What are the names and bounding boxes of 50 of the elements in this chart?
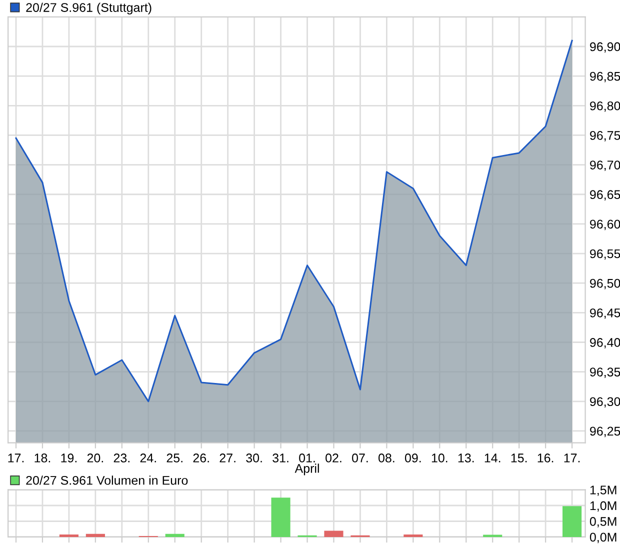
x-tick-label: 16. bbox=[538, 454, 554, 462]
bar bbox=[404, 534, 423, 537]
x-tick-label: 17. bbox=[8, 454, 24, 462]
y-tick-label: 96,90 bbox=[590, 42, 620, 53]
x-tick-label: 17. bbox=[564, 454, 580, 462]
x-tick-label: 15. bbox=[511, 454, 527, 462]
legend-label: 20/27 S.961 Volumen in Euro bbox=[26, 476, 188, 485]
y-tick-label: 96,80 bbox=[590, 101, 620, 112]
x-tick-label: 07. bbox=[352, 454, 368, 462]
y-tick-label: 96,55 bbox=[590, 249, 620, 260]
bar bbox=[86, 534, 105, 537]
x-tick-label: 19. bbox=[61, 454, 77, 462]
y-tick-label: 96,70 bbox=[590, 160, 620, 171]
y-tick-label: 0,5M bbox=[590, 517, 616, 528]
y-tick-label: 96,35 bbox=[590, 368, 620, 378]
y-tick-label: 96,30 bbox=[590, 397, 620, 408]
y-tick-label: 96,75 bbox=[590, 131, 620, 142]
x-tick-label: 10. bbox=[432, 454, 448, 462]
x-tick-label: 31. bbox=[272, 454, 288, 462]
x-tick-label: 23. bbox=[114, 454, 130, 462]
y-tick-label: 1,0M bbox=[590, 501, 616, 512]
bar bbox=[271, 498, 290, 537]
x-tick-label: 18. bbox=[34, 454, 50, 462]
bar bbox=[59, 534, 78, 537]
bar bbox=[165, 534, 184, 537]
y-tick-label: 96,60 bbox=[590, 220, 620, 230]
x-tick-label: 14. bbox=[484, 454, 500, 462]
x-tick-label: 20. bbox=[87, 454, 103, 462]
y-tick-label: 96,25 bbox=[590, 426, 620, 438]
y-tick-label: 96,85 bbox=[590, 72, 620, 82]
x-tick-label: 02. bbox=[326, 454, 342, 462]
y-tick-label: 0,0M bbox=[590, 532, 616, 544]
y-tick-label: 1,5M bbox=[590, 486, 616, 496]
x-tick-label: 09. bbox=[404, 454, 421, 462]
legend-label: 20/27 S.961 (Stuttgart) bbox=[26, 2, 152, 14]
x-tick-label: 26. bbox=[193, 454, 209, 462]
x-tick-label: 25. bbox=[166, 454, 182, 462]
annotation: April bbox=[294, 464, 319, 476]
x-tick-label: 30. bbox=[246, 454, 262, 462]
x-tick-label: 01. bbox=[299, 454, 315, 462]
x-tick-label: 24. bbox=[140, 454, 156, 462]
y-tick-label: 96,45 bbox=[590, 308, 620, 319]
x-tick-label: 13. bbox=[458, 454, 474, 462]
bar bbox=[324, 530, 344, 537]
y-tick-label: 96,65 bbox=[590, 190, 620, 201]
x-tick-label: 27. bbox=[220, 454, 236, 462]
y-tick-label: 96,40 bbox=[590, 338, 620, 348]
x-tick-label: 08. bbox=[378, 454, 394, 462]
y-tick-label: 96,50 bbox=[590, 278, 620, 290]
bar bbox=[562, 506, 582, 537]
